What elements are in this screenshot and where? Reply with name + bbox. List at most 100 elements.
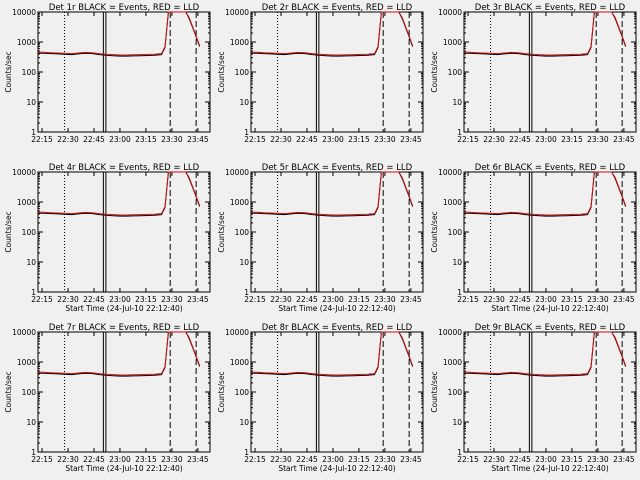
- lld-series-line: [38, 11, 201, 56]
- panel-6: Det 6r BLACK = Events, RED = LLD 22:15 22:…: [430, 163, 637, 313]
- x-tick-label: 22:15: [31, 295, 53, 304]
- y-axis-label: Counts/sec: [217, 371, 226, 412]
- x-tick-label: 23:00: [109, 295, 131, 304]
- y-tick-label: 1000: [17, 198, 36, 207]
- x-axis-label: Start Time (24-Jul-10 22:12:40): [65, 304, 182, 313]
- lld-series-line: [464, 171, 627, 216]
- y-axis-label: Counts/sec: [4, 51, 13, 92]
- x-tick-label: 23:30: [374, 455, 396, 464]
- x-tick-label: 23:45: [187, 135, 209, 144]
- y-tick-label: 10000: [12, 328, 36, 337]
- y-tick-label: 1000: [230, 198, 249, 207]
- x-tick-label: 22:30: [270, 295, 292, 304]
- panel-3: Det 3r BLACK = Events, RED = LLD 22:15 22:…: [430, 3, 637, 144]
- x-tick-label: 23:00: [109, 455, 131, 464]
- x-tick-label: 23:45: [187, 295, 209, 304]
- y-tick-label: 10: [452, 258, 462, 267]
- x-tick-label: 23:30: [161, 455, 183, 464]
- x-tick-label: 22:15: [244, 295, 266, 304]
- events-series-line: [464, 331, 627, 377]
- y-axis-label: Counts/sec: [430, 211, 439, 252]
- x-tick-label: 23:45: [400, 135, 422, 144]
- x-tick-label: 22:30: [57, 295, 79, 304]
- y-tick-label: 1000: [17, 358, 36, 367]
- x-axis-label: Start Time (24-Jul-10 22:12:40): [278, 464, 395, 473]
- x-tick-label: 22:45: [83, 455, 105, 464]
- panel-title: Det 5r BLACK = Events, RED = LLD: [262, 163, 413, 173]
- y-tick-label: 100: [235, 388, 250, 397]
- x-tick-label: 23:30: [374, 295, 396, 304]
- panel-title: Det 9r BLACK = Events, RED = LLD: [475, 323, 626, 333]
- x-tick-label: 23:15: [561, 455, 583, 464]
- x-tick-label: 22:30: [57, 455, 79, 464]
- y-axis-label: Counts/sec: [217, 51, 226, 92]
- x-tick-label: 22:30: [57, 135, 79, 144]
- y-axis-label: Counts/sec: [217, 211, 226, 252]
- x-tick-label: 22:30: [483, 135, 505, 144]
- x-tick-label: 23:45: [400, 455, 422, 464]
- x-tick-label: 23:15: [135, 295, 157, 304]
- x-tick-label: 23:00: [535, 135, 557, 144]
- plot-frame: [250, 331, 424, 453]
- x-tick-label: 22:30: [270, 455, 292, 464]
- x-tick-label: 23:30: [587, 135, 609, 144]
- x-tick-label: 23:15: [348, 295, 370, 304]
- y-tick-label: 10000: [438, 168, 462, 177]
- y-tick-label: 10: [452, 418, 462, 427]
- plot-frame: [37, 171, 211, 293]
- x-tick-label: 23:15: [348, 135, 370, 144]
- x-tick-label: 23:45: [400, 295, 422, 304]
- x-axis-label: Start Time (24-Jul-10 22:12:40): [278, 304, 395, 313]
- x-tick-label: 22:45: [83, 295, 105, 304]
- x-tick-label: 23:00: [535, 455, 557, 464]
- panel-title: Det 4r BLACK = Events, RED = LLD: [49, 163, 200, 173]
- y-tick-label: 10000: [438, 328, 462, 337]
- x-tick-label: 23:45: [187, 455, 209, 464]
- x-tick-label: 23:15: [348, 455, 370, 464]
- x-tick-label: 22:30: [270, 135, 292, 144]
- x-tick-label: 22:45: [296, 135, 318, 144]
- panel-title: Det 6r BLACK = Events, RED = LLD: [475, 163, 626, 173]
- y-tick-label: 10: [26, 98, 36, 107]
- y-tick-label: 1: [244, 128, 249, 137]
- x-tick-label: 22:45: [296, 295, 318, 304]
- events-series-line: [38, 331, 201, 377]
- y-tick-label: 1: [457, 288, 462, 297]
- events-series-line: [251, 11, 414, 57]
- events-series-line: [251, 331, 414, 377]
- y-tick-label: 1000: [443, 198, 462, 207]
- x-tick-label: 23:30: [161, 135, 183, 144]
- panel-title: Det 7r BLACK = Events, RED = LLD: [49, 323, 200, 333]
- plot-frame: [250, 171, 424, 293]
- x-axis-label: Start Time (24-Jul-10 22:12:40): [491, 304, 608, 313]
- x-tick-label: 22:15: [244, 135, 266, 144]
- x-tick-label: 23:00: [322, 455, 344, 464]
- y-tick-label: 100: [22, 388, 37, 397]
- x-tick-label: 23:00: [322, 295, 344, 304]
- y-tick-label: 1: [31, 448, 36, 457]
- y-tick-label: 1: [457, 128, 462, 137]
- x-tick-label: 23:15: [135, 455, 157, 464]
- x-tick-label: 23:45: [613, 135, 635, 144]
- panel-2: Det 2r BLACK = Events, RED = LLD 22:15 22:…: [217, 3, 424, 144]
- lld-series-line: [464, 331, 627, 376]
- events-series-line: [38, 11, 201, 57]
- y-tick-label: 10: [239, 258, 249, 267]
- y-tick-label: 1000: [230, 358, 249, 367]
- x-tick-label: 22:15: [244, 455, 266, 464]
- lld-series-line: [251, 11, 414, 56]
- events-series-line: [464, 11, 627, 57]
- events-series-line: [38, 171, 201, 217]
- y-tick-label: 10000: [225, 168, 249, 177]
- y-tick-label: 1: [31, 288, 36, 297]
- y-axis-label: Counts/sec: [4, 211, 13, 252]
- y-tick-label: 10: [239, 98, 249, 107]
- x-axis-label: Start Time (24-Jul-10 22:12:40): [65, 464, 182, 473]
- x-tick-label: 23:30: [587, 295, 609, 304]
- y-tick-label: 10: [26, 258, 36, 267]
- y-tick-label: 10: [239, 418, 249, 427]
- lld-series-line: [38, 171, 201, 216]
- y-tick-label: 10000: [12, 8, 36, 17]
- y-tick-label: 1000: [443, 38, 462, 47]
- x-tick-label: 22:45: [509, 135, 531, 144]
